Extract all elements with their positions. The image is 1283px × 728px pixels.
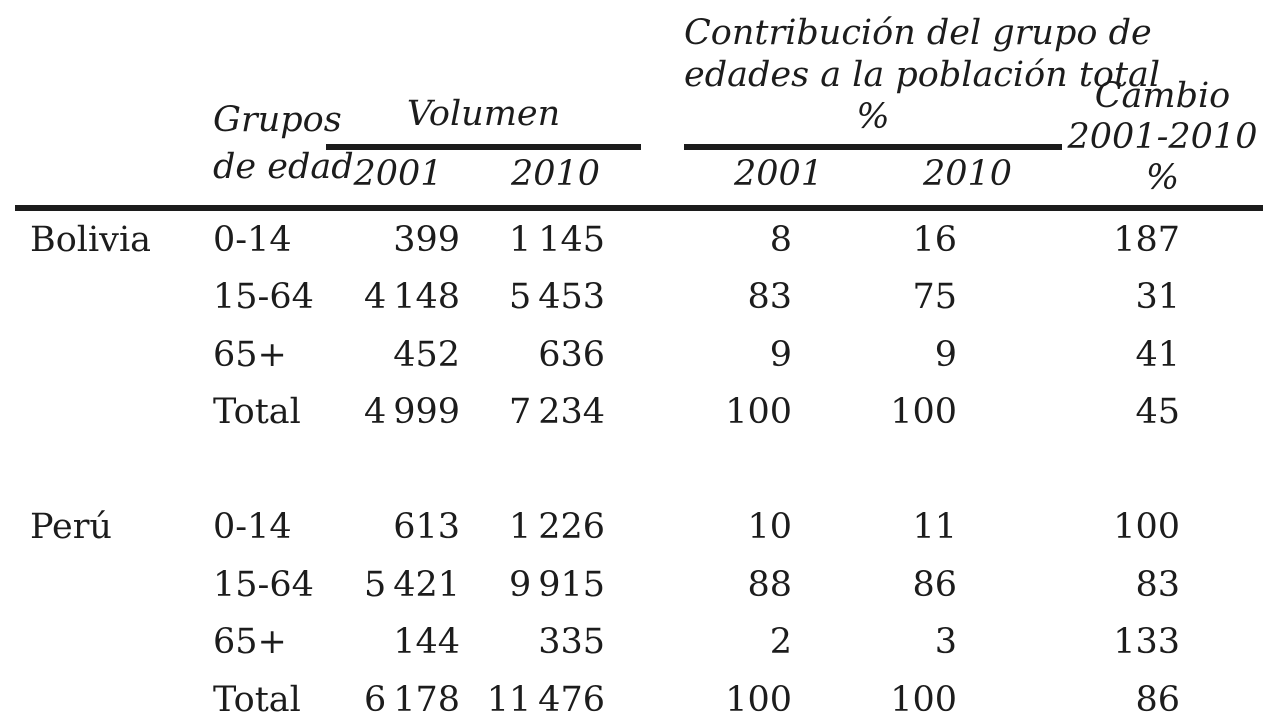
age-cell: 65+ — [213, 334, 287, 375]
vol-2010-cell: 11 476 — [486, 679, 605, 720]
header-age-group: Grupos de edad — [213, 97, 354, 191]
cambio-cell: 100 — [1113, 507, 1180, 548]
header-cambio-line1: Cambio — [1094, 76, 1231, 116]
pct-2010-cell: 9 — [934, 334, 957, 375]
header-cambio-line2: 2001-2010 — [1067, 117, 1258, 157]
vol-2001-cell: 6 178 — [364, 679, 460, 720]
header-age-group-line2: de edad — [213, 147, 354, 187]
pct-2010-cell: 100 — [890, 679, 957, 720]
pct-2001-cell: 8 — [769, 219, 792, 260]
age-cell: Total — [213, 392, 301, 433]
volumen-group-rule — [326, 144, 641, 150]
table-row: 15-64 4 148 5 453 83 75 31 — [0, 269, 1283, 327]
pct-2001-cell: 100 — [725, 392, 792, 433]
cambio-cell: 86 — [1135, 679, 1180, 720]
cambio-cell: 133 — [1113, 622, 1180, 663]
vol-2001-cell: 4 999 — [364, 392, 460, 433]
vol-2001-cell: 452 — [393, 334, 460, 375]
vol-2001-cell: 399 — [393, 219, 460, 260]
cambio-cell: 45 — [1135, 392, 1180, 433]
vol-2001-cell: 613 — [393, 507, 460, 548]
contribucion-group-rule — [684, 144, 1062, 150]
section-spacer — [0, 441, 1283, 499]
vol-2001-cell: 5 421 — [364, 564, 460, 605]
table-row: 65+ 144 335 2 3 133 — [0, 614, 1283, 672]
table-row: Total 6 178 11 476 100 100 86 — [0, 671, 1283, 728]
header-main-rule — [15, 205, 1263, 211]
table-row: Perú 0-14 613 1 226 10 11 100 — [0, 499, 1283, 557]
vol-2001-cell: 4 148 — [364, 277, 460, 318]
header-contribucion-line3: % — [856, 97, 890, 137]
table-header: Grupos de edad Volumen 2001 2010 Contrib… — [0, 0, 1283, 211]
age-cell: Total — [213, 679, 301, 720]
header-cambio: Cambio 2001-2010 % — [1062, 76, 1263, 199]
cambio-cell: 31 — [1135, 277, 1180, 318]
header-volumen: Volumen — [406, 94, 561, 134]
vol-2010-cell: 1 226 — [509, 507, 605, 548]
pct-2010-cell: 16 — [912, 219, 957, 260]
pct-2001-cell: 2 — [769, 622, 792, 663]
age-cell: 0-14 — [213, 219, 292, 260]
vol-2010-cell: 335 — [538, 622, 605, 663]
table-row: 15-64 5 421 9 915 88 86 83 — [0, 556, 1283, 614]
pct-2010-cell: 75 — [912, 277, 957, 318]
table-row: Total 4 999 7 234 100 100 45 — [0, 384, 1283, 442]
cambio-cell: 187 — [1113, 219, 1180, 260]
age-cell: 0-14 — [213, 507, 292, 548]
age-cell: 65+ — [213, 622, 287, 663]
pct-2001-cell: 88 — [747, 564, 792, 605]
pct-2001-cell: 10 — [747, 507, 792, 548]
table-row: Bolivia 0-14 399 1 145 8 16 187 — [0, 211, 1283, 269]
vol-2010-cell: 636 — [538, 334, 605, 375]
header-contribucion-line2: edades a la población total — [684, 55, 1161, 95]
cambio-cell: 41 — [1135, 334, 1180, 375]
pct-2010-cell: 100 — [890, 392, 957, 433]
cambio-cell: 83 — [1135, 564, 1180, 605]
header-contribucion: Contribución del grupo de edades a la po… — [684, 12, 1161, 138]
pct-2010-cell: 11 — [912, 507, 957, 548]
header-cambio-line3: % — [1145, 158, 1180, 198]
country-cell: Perú — [30, 507, 112, 548]
header-volumen-2010: 2010 — [510, 154, 601, 194]
table-row: 65+ 452 636 9 9 41 — [0, 326, 1283, 384]
pct-2001-cell: 9 — [769, 334, 792, 375]
pct-2010-cell: 86 — [912, 564, 957, 605]
vol-2010-cell: 7 234 — [509, 392, 605, 433]
header-contribucion-line1: Contribución del grupo de — [684, 13, 1152, 53]
vol-2010-cell: 5 453 — [509, 277, 605, 318]
table-body: Bolivia 0-14 399 1 145 8 16 187 15-64 4 … — [0, 211, 1283, 728]
age-cell: 15-64 — [213, 277, 314, 318]
vol-2001-cell: 144 — [393, 622, 460, 663]
header-age-group-line1: Grupos — [213, 100, 342, 140]
header-volumen-2001: 2001 — [353, 154, 443, 194]
pct-2001-cell: 100 — [725, 679, 792, 720]
country-cell: Bolivia — [30, 219, 152, 260]
pct-2010-cell: 3 — [934, 622, 957, 663]
header-contribucion-2001: 2001 — [733, 154, 824, 194]
vol-2010-cell: 9 915 — [509, 564, 605, 605]
pct-2001-cell: 83 — [747, 277, 792, 318]
age-cell: 15-64 — [213, 564, 314, 605]
vol-2010-cell: 1 145 — [509, 219, 605, 260]
header-contribucion-2010: 2010 — [922, 154, 1013, 194]
